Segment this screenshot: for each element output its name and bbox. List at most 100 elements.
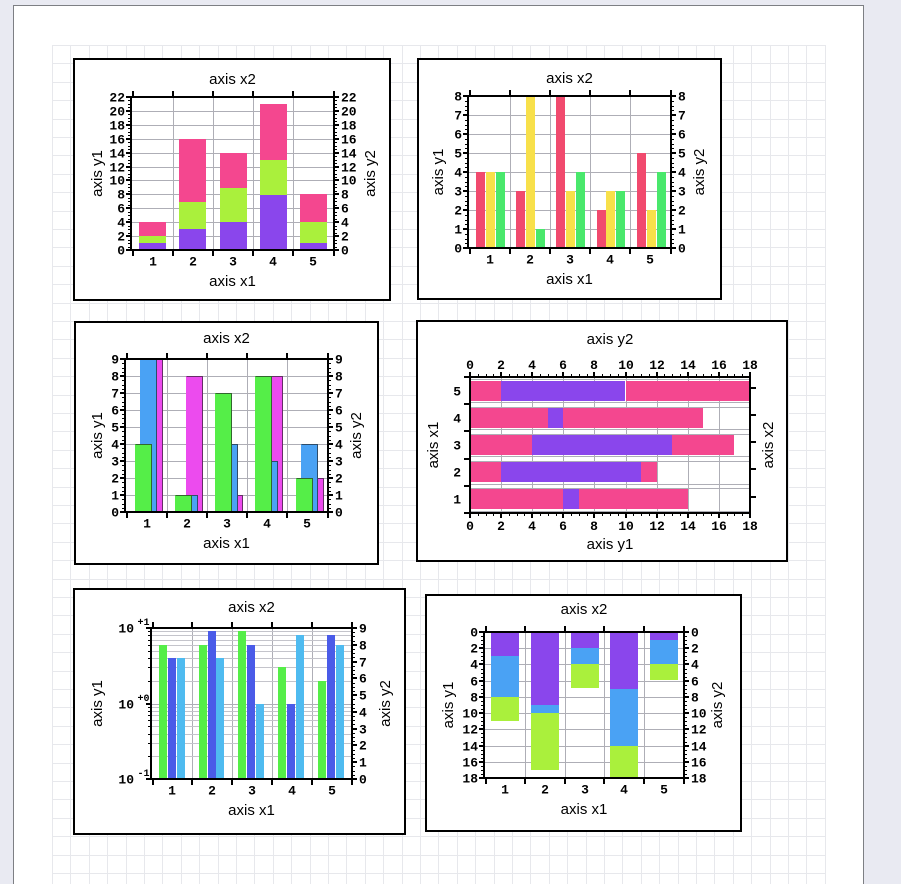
tick-label: 12 xyxy=(691,723,707,738)
bar-segment[interactable] xyxy=(563,489,579,509)
bar-segment[interactable] xyxy=(300,194,327,222)
bar-segment[interactable] xyxy=(579,489,688,509)
bar-segment[interactable] xyxy=(470,408,548,428)
bar-segment[interactable] xyxy=(260,194,287,250)
bar-segment[interactable] xyxy=(470,462,501,482)
bar[interactable] xyxy=(256,704,264,780)
bar-segment[interactable] xyxy=(571,648,599,664)
bar[interactable] xyxy=(597,210,606,248)
bar-segment[interactable] xyxy=(491,656,519,697)
bar[interactable] xyxy=(168,658,176,779)
bar-segment[interactable] xyxy=(491,697,519,721)
tick-label: 8 xyxy=(678,90,686,105)
bar-segment[interactable] xyxy=(531,713,559,770)
bar-segment[interactable] xyxy=(563,408,703,428)
bar[interactable] xyxy=(216,658,224,779)
y2-axis-title: axis y2 xyxy=(377,680,394,727)
bar[interactable] xyxy=(606,191,615,248)
bar[interactable] xyxy=(516,191,525,248)
bar-segment[interactable] xyxy=(548,408,564,428)
bar[interactable] xyxy=(647,210,656,248)
tick-label: 8 xyxy=(590,519,598,534)
bar[interactable] xyxy=(318,681,326,779)
bar[interactable] xyxy=(296,478,313,512)
bar-segment[interactable] xyxy=(220,187,247,222)
bar[interactable] xyxy=(238,631,246,779)
bar[interactable] xyxy=(327,635,335,779)
bar[interactable] xyxy=(496,172,505,248)
bar[interactable] xyxy=(336,645,344,779)
bar-segment[interactable] xyxy=(470,435,532,455)
bar-segment[interactable] xyxy=(470,489,563,509)
bar[interactable] xyxy=(486,172,495,248)
bar-segment[interactable] xyxy=(571,664,599,688)
bar-segment[interactable] xyxy=(531,632,559,705)
tick-labels: 0 1 2 3 4 5 6 7 8 0 1 2 3 4 5 6 7 8 1 2 3 4 5 xyxy=(454,90,686,268)
bar-segment[interactable] xyxy=(220,222,247,250)
plot-frame xyxy=(130,96,335,251)
tick-label: 4 xyxy=(678,166,686,181)
bar-segment[interactable] xyxy=(610,632,638,689)
chart-4-horizontal-stacked-bars[interactable]: 00224466881010121214141616181812345axis … xyxy=(416,320,788,562)
bar-segment[interactable] xyxy=(650,664,678,680)
tick-label: 3 xyxy=(359,723,367,738)
bar[interactable] xyxy=(526,96,535,248)
bar[interactable] xyxy=(177,658,185,779)
bar[interactable] xyxy=(159,645,167,779)
bar-segment[interactable] xyxy=(179,229,206,250)
bar-segment[interactable] xyxy=(139,222,166,236)
bar-segment[interactable] xyxy=(139,236,166,243)
bar[interactable] xyxy=(175,495,192,512)
bar-segment[interactable] xyxy=(672,435,734,455)
bar[interactable] xyxy=(135,444,152,512)
bar-segment[interactable] xyxy=(300,243,327,250)
tick-label: 4 xyxy=(470,658,478,673)
bar-segment[interactable] xyxy=(571,632,599,648)
bar[interactable] xyxy=(199,645,207,779)
bar[interactable] xyxy=(186,376,203,512)
bar[interactable] xyxy=(616,191,625,248)
bar[interactable] xyxy=(255,376,272,512)
bar-segment[interactable] xyxy=(139,243,166,250)
bar[interactable] xyxy=(278,667,286,779)
bar-segment[interactable] xyxy=(260,104,287,160)
bar-segment[interactable] xyxy=(610,746,638,778)
tick-label: 7 xyxy=(678,109,686,124)
bar-segment[interactable] xyxy=(531,705,559,713)
bar[interactable] xyxy=(287,704,295,780)
bar-segment[interactable] xyxy=(501,462,641,482)
bar[interactable] xyxy=(247,645,255,779)
bar-segment[interactable] xyxy=(260,160,287,195)
bar-segment[interactable] xyxy=(650,632,678,640)
tick-label: 2 xyxy=(208,784,216,799)
bar[interactable] xyxy=(556,96,565,248)
bar[interactable] xyxy=(657,172,666,248)
bar-segment[interactable] xyxy=(501,381,625,401)
bar[interactable] xyxy=(215,393,232,512)
bar-segment[interactable] xyxy=(650,640,678,664)
bar-segment[interactable] xyxy=(179,139,206,202)
bar[interactable] xyxy=(637,153,646,248)
bar-segment[interactable] xyxy=(626,381,750,401)
bar-segment[interactable] xyxy=(470,381,501,401)
bar[interactable] xyxy=(208,631,216,779)
bar-segment[interactable] xyxy=(610,689,638,746)
bar[interactable] xyxy=(296,635,304,779)
bar-segment[interactable] xyxy=(641,462,657,482)
x-axis-title: axis y1 xyxy=(587,536,634,553)
bar[interactable] xyxy=(536,229,545,248)
bar-segment[interactable] xyxy=(532,435,672,455)
bar[interactable] xyxy=(576,172,585,248)
bar-segment[interactable] xyxy=(179,201,206,229)
bar-segment[interactable] xyxy=(491,632,519,656)
bar[interactable] xyxy=(476,172,485,248)
bar-segment[interactable] xyxy=(220,153,247,188)
bar-segment[interactable] xyxy=(300,222,327,243)
tick-label: 8 xyxy=(117,188,125,203)
bar[interactable] xyxy=(566,191,575,248)
